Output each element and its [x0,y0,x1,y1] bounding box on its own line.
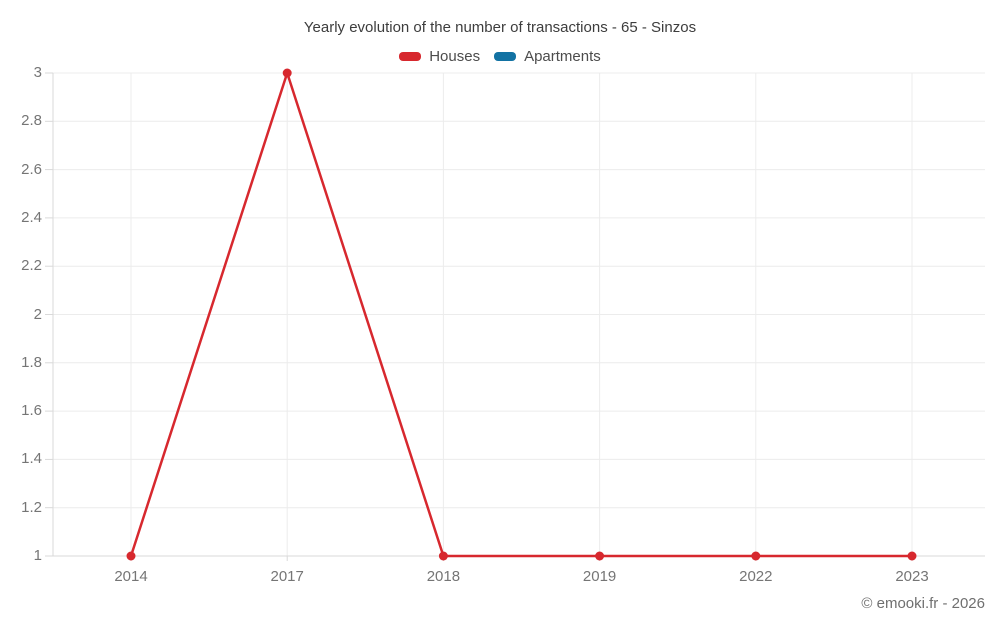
y-axis-tick-label: 1.8 [21,353,42,371]
y-axis-tick-label: 3 [33,64,42,81]
legend-item-houses[interactable]: Houses [399,48,480,65]
legend-label-houses: Houses [429,47,481,65]
chart-title: Yearly evolution of the number of transa… [303,19,697,36]
x-axis-tick-label: 2019 [582,568,617,585]
x-axis-tick-label: 2017 [270,568,304,585]
y-axis-tick-label: 2 [33,305,42,323]
y-axis-tick-label: 1 [33,547,42,564]
x-axis-tick-label: 2023 [895,568,929,585]
y-axis-tick-label: 2.2 [21,257,42,275]
copyright-footer: © emooki.fr - 2026 [861,595,985,612]
legend-label-apartments: Apartments [524,47,601,65]
y-axis-tick-label: 2.4 [21,208,42,226]
houses-data-point[interactable] [282,68,292,78]
houses-data-point[interactable] [126,551,136,561]
y-axis-tick-label: 2.6 [21,160,42,178]
legend: Houses Apartments [0,46,1000,66]
x-axis-tick-label: 2014 [114,568,148,585]
y-axis-tick-label: 2.8 [21,112,42,130]
houses-data-point[interactable] [907,551,917,561]
x-axis-tick-label: 2018 [426,568,461,585]
houses-series-line [129,71,912,558]
y-axis-tick-label: 1.2 [21,498,42,516]
houses-data-point[interactable] [751,551,761,561]
x-axis-tick-label: 2022 [739,568,773,585]
houses-series-swatch-icon [399,51,422,61]
y-axis-tick-label: 1.4 [21,450,42,468]
apartments-series-swatch-icon [494,51,517,61]
y-axis-tick-label: 1.6 [21,402,42,420]
houses-data-point[interactable] [595,551,605,561]
houses-data-point[interactable] [438,551,448,561]
legend-item-apartments[interactable]: Apartments [494,48,601,65]
